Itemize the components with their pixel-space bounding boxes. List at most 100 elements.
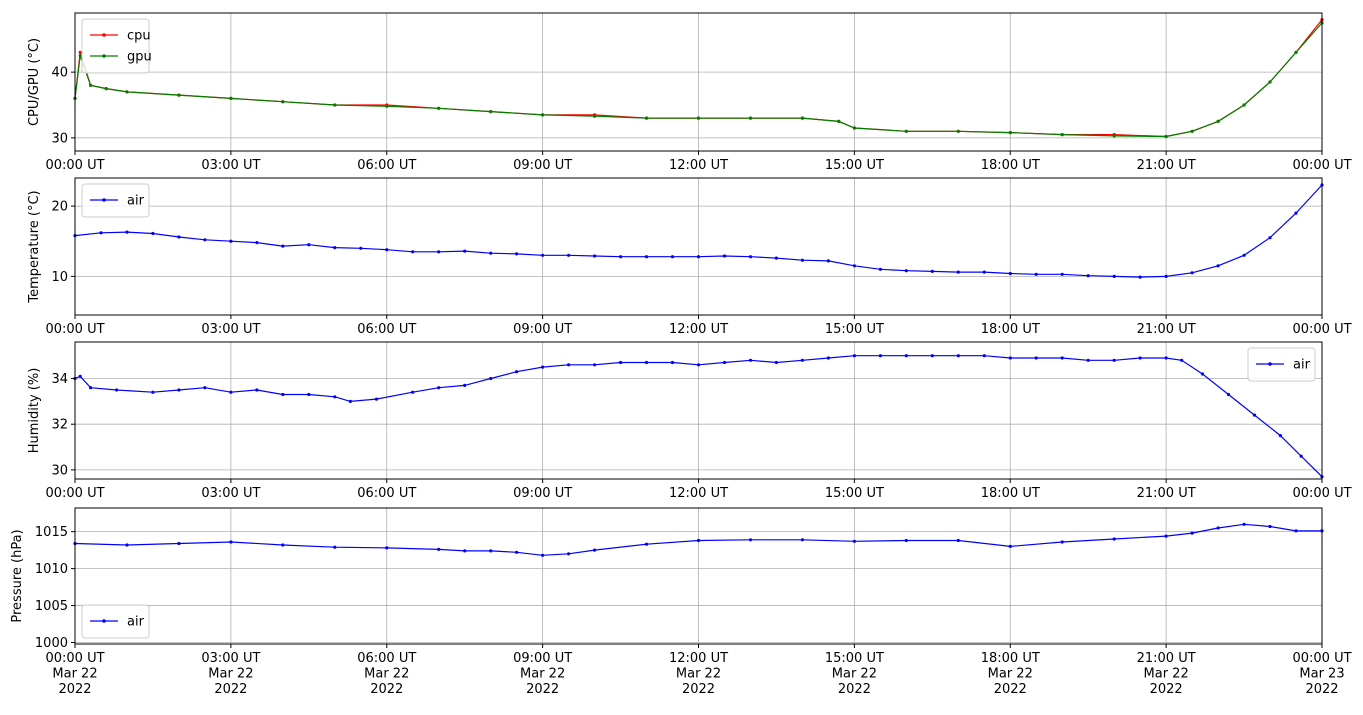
data-point-air: [281, 543, 285, 547]
x-tick-label: 18:00 UT: [981, 158, 1040, 173]
data-point-air: [515, 550, 519, 554]
data-point-air: [489, 251, 493, 255]
data-point-air: [177, 235, 181, 239]
data-point-gpu: [1008, 131, 1012, 135]
x-tick-label-line: Mar 22: [832, 667, 877, 682]
legend: air: [81, 183, 150, 218]
x-tick-label: 00:00 UT Mar 22 2022: [45, 651, 104, 697]
data-point-air: [1216, 526, 1220, 530]
data-point-air: [1112, 274, 1116, 278]
data-point-air: [696, 255, 701, 259]
data-point-air: [748, 358, 753, 362]
x-tick-label: 03:00 UT: [201, 322, 260, 337]
x-tick-label: 09:00 UT Mar 22 2022: [513, 651, 572, 697]
data-point-air: [1294, 529, 1298, 533]
data-point-air: [748, 538, 753, 542]
data-point-air: [307, 392, 311, 397]
legend-marker-air: [1268, 362, 1272, 366]
data-point-gpu: [1112, 134, 1116, 138]
data-point-air: [670, 255, 675, 259]
data-point-air: [644, 542, 649, 546]
y-tick-label: 1015: [35, 525, 68, 540]
data-point-air: [644, 360, 649, 365]
data-point-gpu: [748, 116, 753, 120]
data-point-gpu: [333, 103, 337, 107]
data-point-air: [99, 231, 103, 235]
data-point-air: [567, 552, 571, 556]
x-tick-label-line: 06:00 UT: [357, 322, 416, 337]
data-point-air: [1112, 537, 1116, 541]
x-tick-label: 00:00 UT Mar 23 2022: [1292, 651, 1351, 697]
x-tick-label: 18:00 UT: [981, 486, 1040, 501]
data-point-air: [1164, 274, 1168, 278]
data-point-gpu: [125, 90, 129, 94]
data-point-gpu: [593, 114, 597, 118]
data-point-gpu: [1268, 80, 1272, 84]
x-tick-label-line: 00:00 UT: [45, 322, 104, 337]
x-tick-label: 03:00 UT Mar 22 2022: [201, 651, 260, 697]
y-axis-label: Temperature (°C): [27, 190, 42, 303]
data-point-air: [852, 354, 857, 358]
data-point-air: [1164, 534, 1168, 538]
data-point-air: [826, 356, 831, 360]
data-point-air: [1008, 544, 1012, 549]
x-tick-label: 12:00 UT Mar 22 2022: [669, 651, 728, 697]
x-tick-label: 00:00 UT: [1292, 158, 1351, 173]
x-tick-label-line: 09:00 UT: [513, 486, 572, 501]
data-point-air: [1200, 372, 1205, 376]
x-tick-label-line: 2022: [1150, 682, 1183, 697]
legend-label-air: air: [127, 615, 145, 630]
data-point-air: [1034, 272, 1038, 276]
data-point-air: [930, 354, 934, 358]
x-tick-label: 03:00 UT: [201, 158, 260, 173]
x-tick-label-line: 00:00 UT: [1292, 486, 1351, 501]
series-line-gpu: [74, 22, 1323, 138]
data-point-air: [515, 370, 519, 374]
data-point-air: [722, 254, 727, 258]
x-tick-label: 12:00 UT: [669, 322, 728, 337]
x-tick-label-line: Mar 22: [1144, 667, 1189, 682]
data-point-air: [1242, 522, 1246, 526]
data-point-gpu: [800, 116, 805, 120]
data-point-air: [852, 539, 857, 543]
x-tick-label-line: 21:00 UT: [1137, 486, 1196, 501]
x-tick-label-line: 03:00 UT: [201, 486, 260, 501]
data-point-air: [411, 250, 415, 254]
x-tick-label-line: 2022: [58, 682, 91, 697]
data-point-gpu: [1060, 133, 1064, 137]
x-tick-label-line: 2022: [682, 682, 715, 697]
data-point-air: [489, 376, 493, 381]
data-point-air: [593, 548, 597, 552]
data-point-air: [78, 374, 82, 378]
data-point-air: [800, 358, 805, 362]
data-point-air: [115, 388, 119, 392]
x-tick-label-line: 00:00 UT: [45, 158, 104, 173]
data-point-air: [904, 269, 908, 273]
data-point-gpu: [229, 96, 233, 100]
data-point-air: [982, 270, 986, 274]
data-point-gpu: [385, 104, 389, 108]
x-tick-label: 06:00 UT: [357, 158, 416, 173]
x-tick-label: 09:00 UT: [513, 486, 572, 501]
data-point-gpu: [177, 93, 181, 97]
x-tick-label-line: 06:00 UT: [357, 486, 416, 501]
x-tick-label-line: 21:00 UT: [1137, 322, 1196, 337]
y-tick-label: 1000: [35, 636, 68, 651]
data-point-air: [463, 549, 467, 553]
x-tick-label-line: 21:00 UT: [1137, 651, 1196, 666]
x-tick-label-line: 2022: [526, 682, 559, 697]
x-tick-label: 12:00 UT: [669, 158, 728, 173]
data-point-air: [125, 230, 129, 234]
x-tick-label-line: 12:00 UT: [669, 486, 728, 501]
data-point-air: [203, 238, 207, 242]
data-point-air: [1190, 531, 1194, 535]
data-point-air: [1008, 271, 1012, 276]
y-tick-label: 40: [51, 66, 68, 81]
x-tick-label-line: 15:00 UT: [825, 158, 884, 173]
x-tick-label-line: Mar 22: [364, 667, 409, 682]
data-point-air: [333, 395, 337, 399]
data-point-air: [904, 354, 908, 358]
data-point-cpu: [78, 50, 82, 55]
y-tick-label: 1005: [35, 599, 68, 614]
data-point-air: [774, 256, 779, 260]
